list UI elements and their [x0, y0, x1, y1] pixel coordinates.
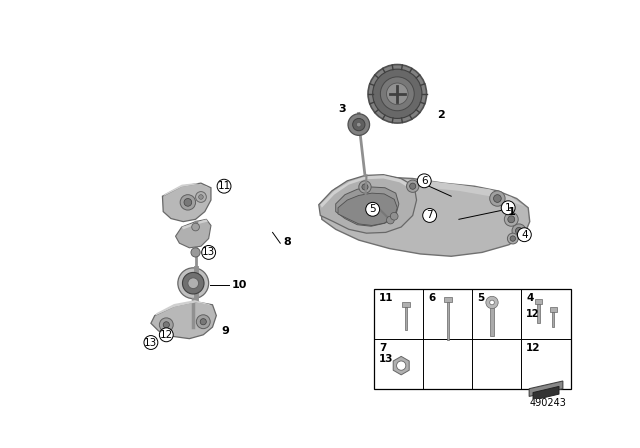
Circle shape: [159, 318, 173, 332]
Circle shape: [182, 272, 204, 294]
Polygon shape: [338, 193, 397, 225]
Text: 12: 12: [159, 330, 173, 340]
Circle shape: [390, 212, 398, 220]
Circle shape: [508, 233, 518, 244]
Text: 7
13: 7 13: [379, 343, 394, 364]
Polygon shape: [533, 386, 559, 400]
Circle shape: [200, 319, 206, 325]
Circle shape: [417, 174, 431, 188]
Text: 5: 5: [369, 204, 376, 214]
Polygon shape: [393, 356, 409, 375]
Circle shape: [510, 236, 515, 241]
Bar: [550, 307, 557, 312]
Circle shape: [387, 83, 408, 104]
Circle shape: [348, 114, 369, 135]
Circle shape: [372, 69, 422, 118]
Polygon shape: [163, 183, 211, 222]
Circle shape: [380, 77, 414, 111]
Bar: [552, 312, 554, 327]
Circle shape: [490, 191, 505, 206]
Text: 13: 13: [144, 337, 157, 348]
Circle shape: [191, 248, 200, 257]
Text: 1: 1: [505, 203, 511, 213]
Circle shape: [359, 181, 371, 193]
Bar: [538, 304, 540, 323]
Circle shape: [198, 195, 204, 199]
Text: 11: 11: [218, 181, 230, 191]
Circle shape: [490, 300, 494, 305]
Text: 13: 13: [202, 247, 215, 258]
Circle shape: [368, 65, 427, 123]
Text: 6: 6: [421, 176, 428, 186]
Circle shape: [196, 315, 210, 329]
Circle shape: [410, 183, 416, 189]
Circle shape: [517, 228, 531, 241]
Circle shape: [365, 202, 380, 216]
Text: 12: 12: [526, 343, 541, 353]
Polygon shape: [319, 175, 417, 233]
Text: 9: 9: [221, 326, 230, 336]
Bar: [488, 299, 496, 304]
Bar: [405, 307, 407, 330]
Circle shape: [422, 208, 436, 222]
Circle shape: [397, 361, 406, 370]
Bar: [447, 302, 449, 340]
Circle shape: [508, 216, 515, 223]
Text: 11: 11: [379, 293, 394, 303]
Circle shape: [512, 224, 526, 238]
Circle shape: [188, 278, 198, 289]
Circle shape: [163, 322, 170, 328]
Circle shape: [486, 296, 498, 309]
Circle shape: [515, 228, 522, 234]
Text: 6: 6: [428, 293, 435, 303]
Polygon shape: [529, 381, 563, 396]
Circle shape: [356, 122, 361, 127]
Text: 5: 5: [477, 293, 484, 303]
Circle shape: [159, 328, 173, 342]
Circle shape: [202, 246, 216, 259]
Circle shape: [493, 195, 501, 202]
Polygon shape: [336, 187, 399, 226]
Text: 3: 3: [338, 104, 346, 114]
Circle shape: [353, 118, 365, 131]
Text: 1: 1: [508, 207, 516, 217]
Bar: [374, 289, 570, 389]
Circle shape: [192, 223, 200, 231]
Circle shape: [184, 198, 192, 206]
Circle shape: [217, 179, 231, 193]
Text: 12: 12: [526, 309, 540, 319]
Circle shape: [501, 201, 515, 215]
Bar: [444, 297, 452, 302]
Text: 490243: 490243: [530, 398, 566, 408]
Text: 10: 10: [232, 280, 247, 290]
Circle shape: [406, 180, 419, 192]
Circle shape: [387, 216, 394, 224]
Text: 2: 2: [437, 110, 445, 121]
Bar: [535, 299, 543, 304]
Polygon shape: [156, 300, 212, 315]
Polygon shape: [320, 177, 530, 256]
Circle shape: [362, 184, 368, 190]
Circle shape: [504, 212, 518, 226]
Text: 8: 8: [284, 237, 291, 247]
Circle shape: [196, 192, 206, 202]
Polygon shape: [175, 220, 211, 248]
Text: 4: 4: [526, 293, 534, 303]
Polygon shape: [163, 183, 210, 196]
Text: 4: 4: [521, 230, 527, 240]
Bar: [403, 302, 410, 307]
Text: 7: 7: [426, 211, 433, 220]
Polygon shape: [182, 220, 208, 229]
Circle shape: [144, 336, 158, 349]
Polygon shape: [324, 179, 524, 208]
Polygon shape: [320, 176, 413, 208]
Bar: [490, 304, 493, 336]
Circle shape: [178, 268, 209, 299]
Polygon shape: [151, 302, 216, 339]
Circle shape: [180, 195, 196, 210]
